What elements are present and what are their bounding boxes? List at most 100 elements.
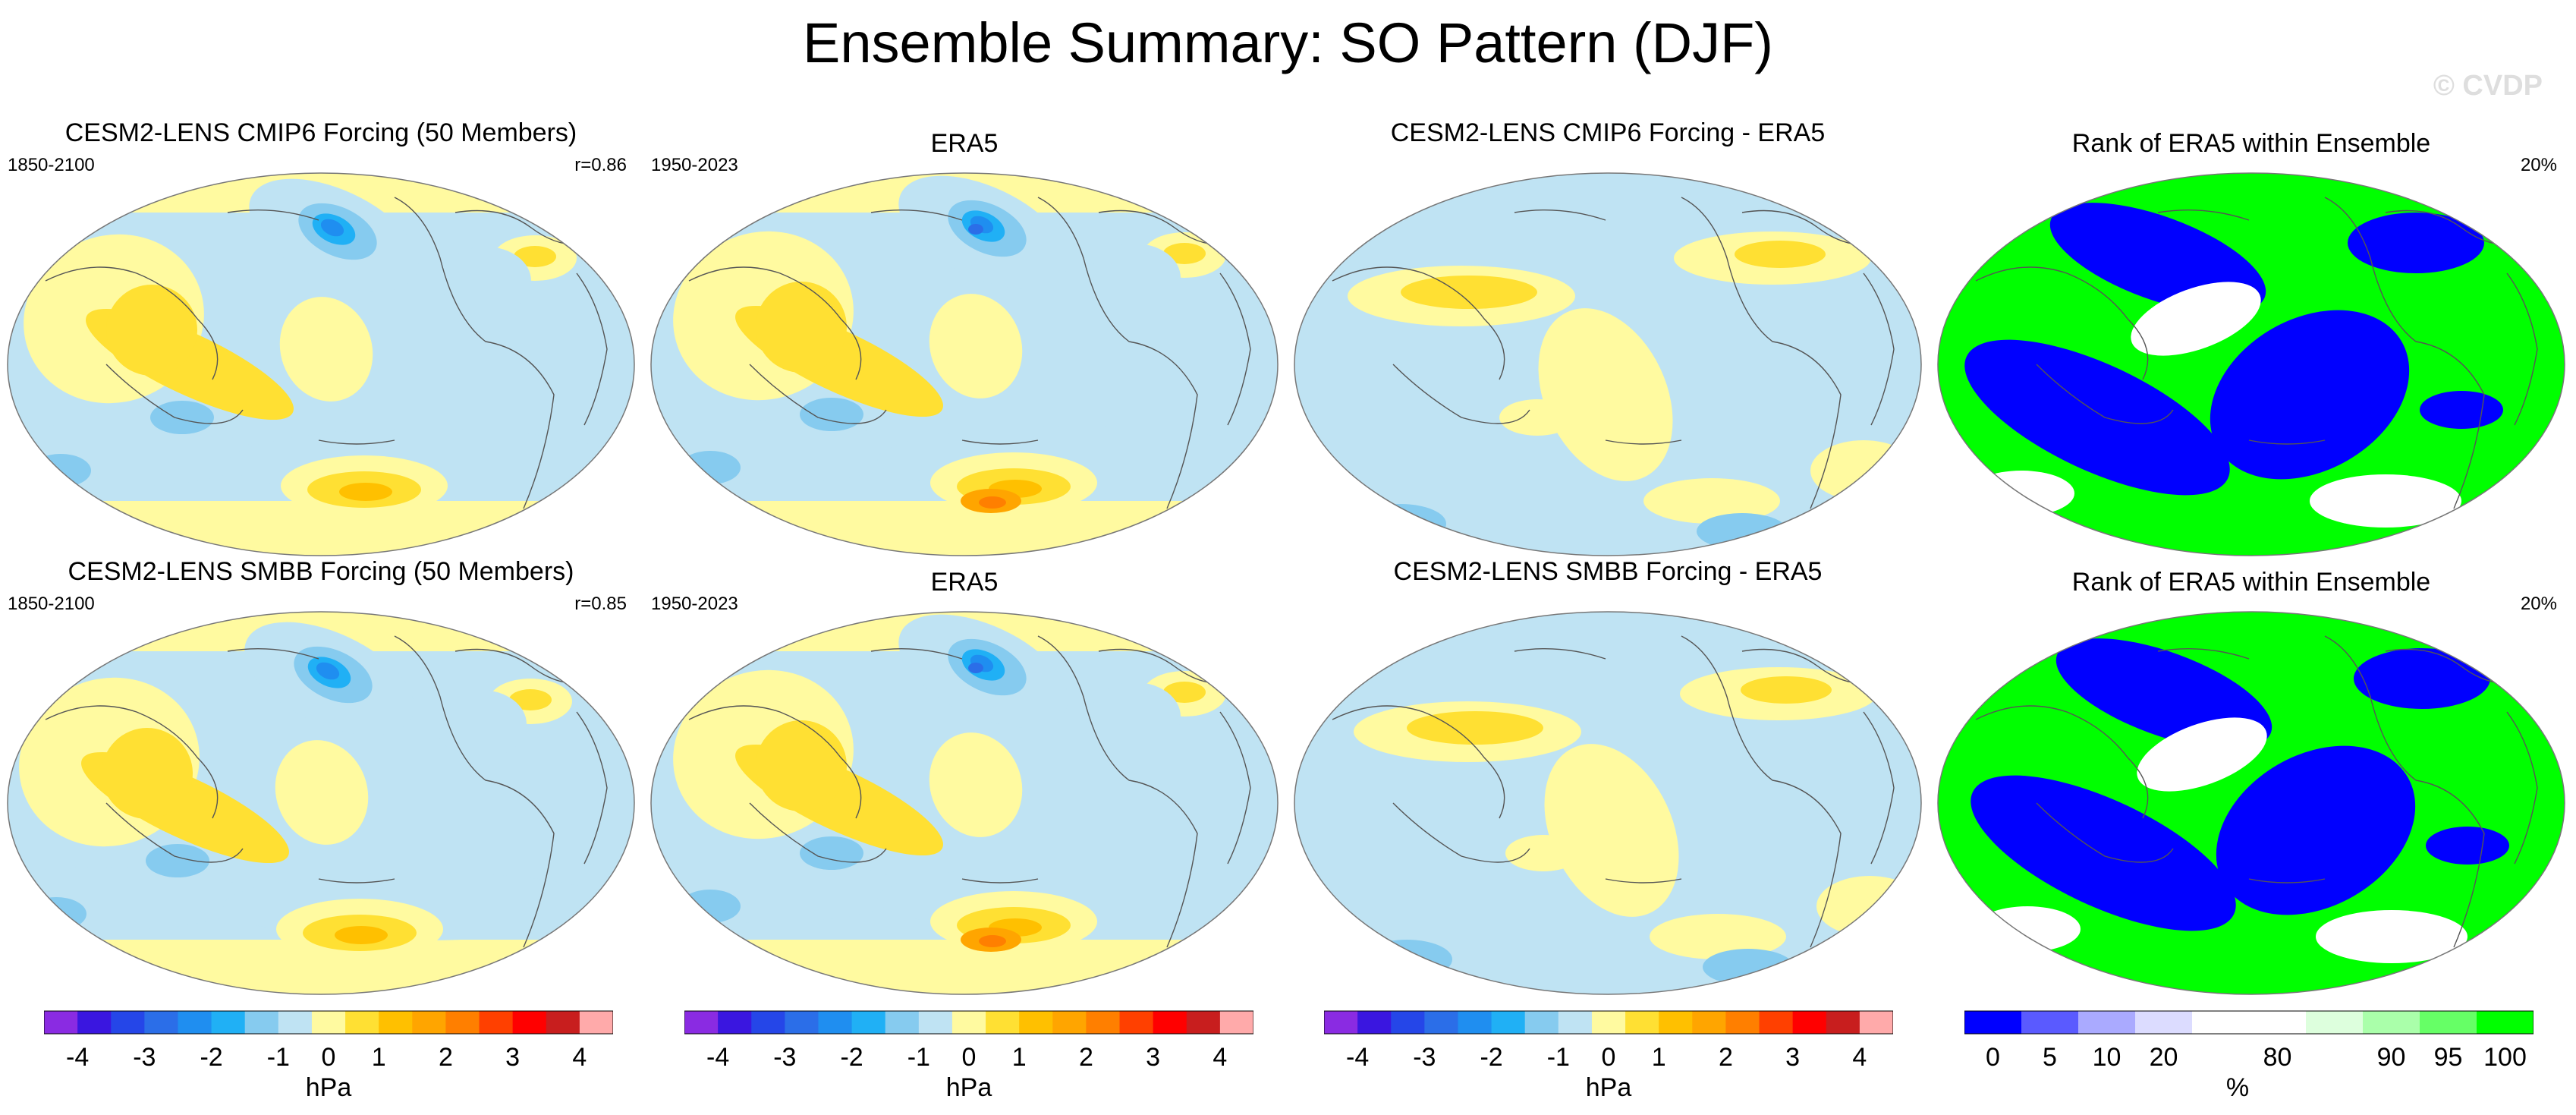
coastline-path bbox=[2036, 364, 2174, 424]
contour-region bbox=[2216, 745, 2416, 915]
coastline-path bbox=[45, 705, 219, 819]
map-field bbox=[1938, 612, 2565, 994]
contour-region bbox=[279, 297, 373, 402]
colorbar-tick-label: 95 bbox=[2434, 1043, 2463, 1072]
contour-region bbox=[316, 662, 340, 680]
coastline-path bbox=[870, 209, 963, 221]
colorbar-tick-label: -1 bbox=[907, 1043, 930, 1072]
colorbar-tick-label: 4 bbox=[1852, 1043, 1867, 1072]
colorbar-swatch bbox=[2135, 1011, 2193, 1034]
coastline-path bbox=[961, 439, 1039, 445]
panel-4: Rank of ERA5 within Ensemble 20% bbox=[1930, 121, 2572, 562]
panel-8: Rank of ERA5 within Ensemble 20% bbox=[1930, 560, 2572, 1000]
colorbar-swatch bbox=[512, 1011, 547, 1034]
colorbar-frame bbox=[684, 1010, 1253, 1035]
colorbar-tick-label: -4 bbox=[1346, 1043, 1369, 1072]
colorbar-unit-label: hPa bbox=[946, 1073, 992, 1102]
contour-region bbox=[1735, 241, 1826, 268]
colorbar-swatch bbox=[1859, 1011, 1893, 1034]
colorbar-1: -4 -3 -2 -1 0 1 2 3 4 hPa bbox=[44, 1010, 613, 1102]
contour-region bbox=[800, 836, 863, 870]
map-outline bbox=[7, 172, 635, 556]
map-outline bbox=[650, 611, 1279, 995]
colorbar-swatch bbox=[1391, 1011, 1425, 1034]
colorbar-tick-label: 0 bbox=[322, 1043, 336, 1072]
colorbar-tick-label: 1 bbox=[372, 1043, 386, 1072]
contour-region bbox=[2420, 391, 2503, 429]
colorbar-tick-label: 0 bbox=[1602, 1043, 1616, 1072]
coastline-path bbox=[2248, 878, 2326, 883]
contour-region bbox=[756, 282, 847, 373]
area-label: 20% bbox=[2520, 594, 2557, 614]
colorbar-tick-label: 0 bbox=[962, 1043, 977, 1072]
map-field bbox=[651, 173, 1278, 556]
coastline-path bbox=[688, 705, 862, 819]
coastline-path bbox=[1332, 266, 1505, 380]
contour-region bbox=[1974, 906, 2081, 952]
panel-title: ERA5 bbox=[930, 568, 999, 597]
colorbar-3: -4 -3 -2 -1 0 1 2 3 4 hPa bbox=[1324, 1010, 1893, 1102]
coastline-path bbox=[1514, 647, 1606, 660]
coastline-path bbox=[1514, 209, 1606, 221]
panel-title: CESM2-LENS CMIP6 Forcing - ERA5 bbox=[1390, 118, 1826, 147]
area-label: 20% bbox=[2520, 155, 2557, 175]
colorbar-swatch bbox=[1219, 1011, 1253, 1034]
coastline-path bbox=[2506, 711, 2538, 865]
map-panel-1 bbox=[7, 172, 635, 556]
coastline-path bbox=[1863, 272, 1895, 426]
colorbar-swatch bbox=[1792, 1011, 1827, 1034]
coastline-path bbox=[2506, 272, 2538, 426]
panel-title: CESM2-LENS CMIP6 Forcing (50 Members) bbox=[64, 118, 577, 147]
coastline-path bbox=[105, 802, 244, 863]
panel-1: CESM2-LENS CMIP6 Forcing (50 Members) 18… bbox=[0, 118, 642, 562]
colorbar-swatch bbox=[1491, 1011, 1526, 1034]
contour-region bbox=[929, 732, 1023, 837]
colorbar-swatch bbox=[1524, 1011, 1559, 1034]
coastline-path bbox=[1681, 197, 1842, 509]
colorbar-swatch bbox=[479, 1011, 514, 1034]
period-label: 1950-2023 bbox=[651, 155, 738, 175]
colorbar-tick-label: -2 bbox=[1480, 1043, 1502, 1072]
colorbar-swatch bbox=[1964, 1011, 2022, 1034]
contour-region bbox=[106, 285, 197, 376]
contour-region bbox=[1643, 478, 1780, 524]
colorbar-swatch bbox=[986, 1011, 1020, 1034]
colorbar-swatch bbox=[579, 1011, 613, 1034]
contour-region bbox=[1090, 682, 1181, 751]
colorbar-frame bbox=[1964, 1010, 2534, 1035]
coastline-path bbox=[2324, 635, 2485, 948]
contour-region bbox=[1355, 504, 1446, 543]
panel-title: CESM2-LENS SMBB Forcing (50 Members) bbox=[68, 557, 574, 586]
coastline-path bbox=[2248, 439, 2326, 445]
colorbar-tick-label: -1 bbox=[1547, 1043, 1570, 1072]
panel-7: CESM2-LENS SMBB Forcing - ERA5 bbox=[1287, 557, 1929, 1000]
colorbar-tick-label: 100 bbox=[2483, 1043, 2527, 1072]
contour-region bbox=[2316, 910, 2467, 963]
contour-region bbox=[514, 246, 556, 267]
contour-region bbox=[1703, 949, 1794, 985]
panel-6: ERA5 1950-2023 bbox=[643, 560, 1285, 1000]
contour-region bbox=[1538, 308, 1673, 481]
colorbar-rank: 0 5 10 20 80 90 95 100% bbox=[1964, 1010, 2534, 1102]
colorbar-tick-label: 4 bbox=[572, 1043, 587, 1072]
map-panel-5 bbox=[7, 611, 635, 995]
contour-region bbox=[1964, 339, 2230, 496]
contour-region bbox=[1163, 682, 1206, 703]
colorbar-swatch bbox=[1357, 1011, 1392, 1034]
coastline-path bbox=[1975, 266, 2149, 380]
colorbar-swatch bbox=[918, 1011, 953, 1034]
colorbar-tick-label: 2 bbox=[1719, 1043, 1733, 1072]
coastline-path bbox=[105, 364, 244, 424]
colorbar-swatch bbox=[278, 1011, 313, 1034]
colorbar-tick-label: 3 bbox=[1146, 1043, 1160, 1072]
coastlines bbox=[45, 635, 608, 948]
contour-region bbox=[1499, 399, 1575, 436]
colorbar-swatch bbox=[244, 1011, 279, 1034]
contour-region bbox=[2131, 282, 2261, 356]
map-field bbox=[651, 612, 1278, 994]
colorbar-swatch bbox=[1052, 1011, 1087, 1034]
panel-2: ERA5 1950-2023 bbox=[643, 121, 1285, 562]
map-field bbox=[8, 612, 634, 994]
panel-3: CESM2-LENS CMIP6 Forcing - ERA5 bbox=[1287, 118, 1929, 562]
colorbar-swatch bbox=[445, 1011, 480, 1034]
